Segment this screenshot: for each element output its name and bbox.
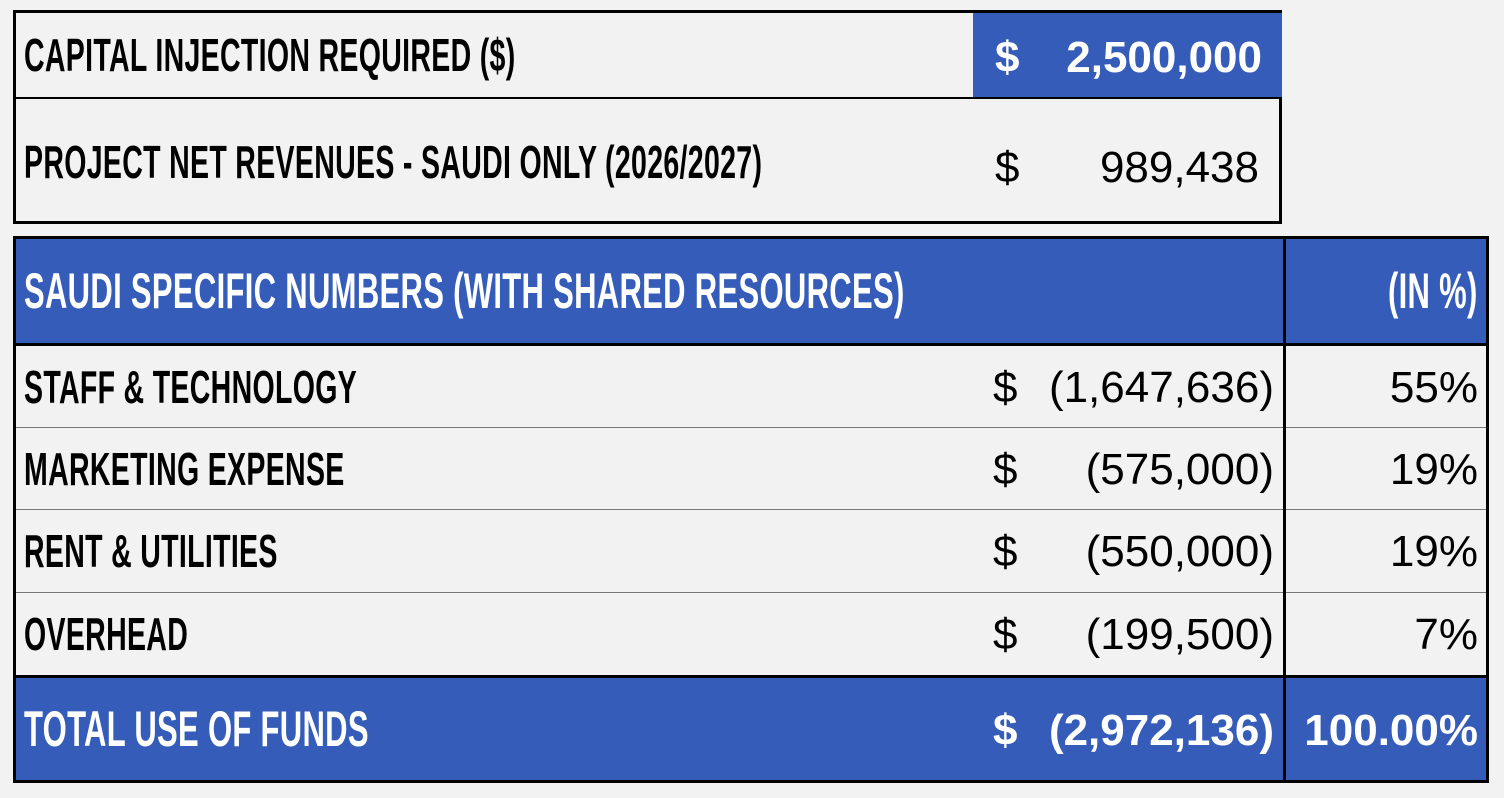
capital-injection-row: CAPITAL INJECTION REQUIRED ($) $ 2,500,0… <box>16 13 1282 97</box>
table-header-label: SAUDI SPECIFIC NUMBERS (WITH SHARED RESO… <box>24 263 905 319</box>
capital-currency-symbol: $ <box>995 33 1020 82</box>
total-currency: $ <box>993 706 1018 755</box>
row-divider <box>16 427 1486 428</box>
row-amount: (550,000) <box>1085 527 1274 576</box>
table-header-pct: (IN %) <box>1388 263 1478 319</box>
pct-column-divider <box>1283 239 1286 780</box>
row-amount: (575,000) <box>1085 445 1274 494</box>
table-row: STAFF & TECHNOLOGY $ (1,647,636) 55% <box>16 346 1486 427</box>
row-amount: (1,647,636) <box>1048 363 1274 412</box>
total-pct: 100.00% <box>1304 706 1478 755</box>
total-amount: (2,972,136) <box>1048 706 1274 755</box>
row-currency: $ <box>993 527 1018 576</box>
header-divider <box>16 343 1486 346</box>
net-revenues-row: PROJECT NET REVENUES - SAUDI ONLY (2026/… <box>16 99 1279 224</box>
row-amount: (199,500) <box>1085 610 1274 659</box>
total-divider <box>16 675 1486 678</box>
capital-injection-label: CAPITAL INJECTION REQUIRED ($) <box>24 29 516 81</box>
net-revenues-label: PROJECT NET REVENUES - SAUDI ONLY (2026/… <box>24 135 763 188</box>
row-pct: 7% <box>1414 610 1478 659</box>
table-row: RENT & UTILITIES $ (550,000) 19% <box>16 510 1486 592</box>
row-label: RENT & UTILITIES <box>24 525 278 577</box>
table-header-row: SAUDI SPECIFIC NUMBERS (WITH SHARED RESO… <box>16 239 1486 343</box>
table-row: OVERHEAD $ (199,500) 7% <box>16 593 1486 675</box>
capital-injection-value-cell: $ 2,500,000 <box>973 13 1282 97</box>
row-pct: 19% <box>1389 445 1478 494</box>
row-label: STAFF & TECHNOLOGY <box>24 360 358 413</box>
row-divider <box>16 592 1486 593</box>
row-label: OVERHEAD <box>24 608 189 660</box>
table-row: MARKETING EXPENSE $ (575,000) 19% <box>16 428 1486 509</box>
total-label: TOTAL USE OF FUNDS <box>24 701 369 757</box>
revenue-currency-symbol: $ <box>995 143 1020 192</box>
use-of-funds-table: SAUDI SPECIFIC NUMBERS (WITH SHARED RESO… <box>13 236 1489 783</box>
row-currency: $ <box>993 363 1018 412</box>
capital-injection-value: 2,500,000 <box>1066 33 1262 82</box>
row-pct: 19% <box>1389 527 1478 576</box>
row-divider <box>16 509 1486 510</box>
top-divider <box>16 97 1279 99</box>
net-revenues-value: 989,438 <box>1099 143 1259 192</box>
total-row: TOTAL USE OF FUNDS $ (2,972,136) 100.00% <box>16 678 1486 780</box>
row-pct: 55% <box>1389 363 1478 412</box>
row-currency: $ <box>993 610 1018 659</box>
row-label: MARKETING EXPENSE <box>24 442 345 495</box>
capital-summary-box: CAPITAL INJECTION REQUIRED ($) $ 2,500,0… <box>13 10 1282 224</box>
row-currency: $ <box>993 445 1018 494</box>
